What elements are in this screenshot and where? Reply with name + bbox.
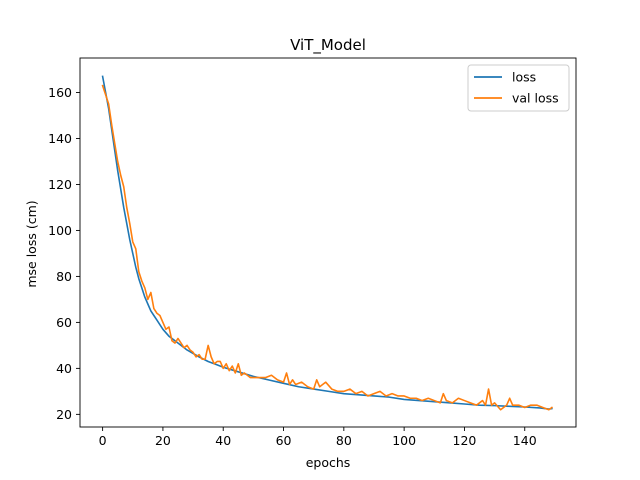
x-tick-label: 80 [336,433,352,448]
y-tick-label: 80 [56,269,72,284]
x-tick-label: 120 [453,433,477,448]
x-tick-label: 0 [99,433,107,448]
legend: loss val loss [467,64,570,112]
x-tick-label: 100 [392,433,416,448]
y-tick-label: 120 [48,177,72,192]
y-tick-label: 40 [56,361,72,376]
legend-label-1: val loss [512,91,559,106]
y-tick-label: 140 [48,131,72,146]
y-tick-label: 160 [48,85,72,100]
y-tick-label: 60 [56,315,72,330]
y-tick-label: 20 [56,407,72,422]
axes [79,57,577,428]
x-tick-label: 20 [155,433,171,448]
x-tick-label: 40 [215,433,231,448]
ticks: 0 20 40 60 80 100 120 140 20 40 60 80 100 120 140 160 [48,85,537,448]
y-axis-label: mse loss (cm) [24,200,39,287]
x-tick-label: 60 [276,433,292,448]
legend-label-0: loss [512,70,536,85]
plot-frame [79,57,577,428]
x-tick-label: 140 [513,433,537,448]
x-axis-label: epochs [306,455,351,470]
chart-title: ViT_Model [290,36,366,55]
plot-lines [101,75,554,411]
series-line-1 [101,84,554,411]
y-tick-label: 100 [48,223,72,238]
